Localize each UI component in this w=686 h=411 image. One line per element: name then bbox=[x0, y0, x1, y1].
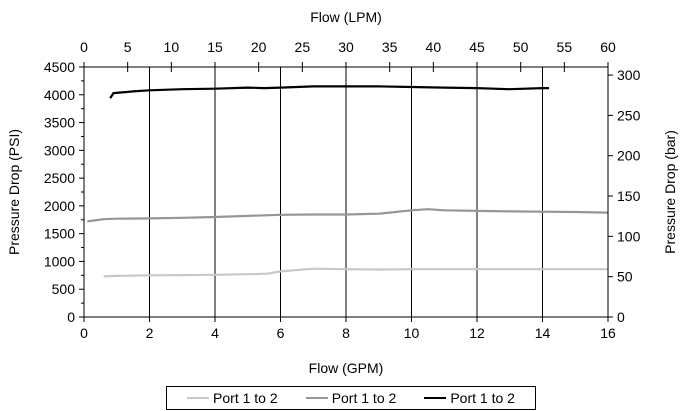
x-top-tick-label: 25 bbox=[295, 39, 311, 55]
legend-item: Port 1 to 2 bbox=[187, 390, 278, 406]
x-top-tick-label: 5 bbox=[124, 39, 132, 55]
grid-lines bbox=[83, 67, 609, 317]
legend-label: Port 1 to 2 bbox=[331, 390, 397, 406]
x-top-tick-label: 60 bbox=[600, 39, 616, 55]
x-axis-bottom-title: Flow (GPM) bbox=[309, 360, 384, 376]
axis-ticks: 0 2 4 6 8 10 12 14 160 5 10 15 20 25 30 35 40 45 50 55 60050… bbox=[44, 39, 641, 341]
legend-swatch bbox=[424, 397, 447, 399]
x-bottom-tick-label: 12 bbox=[469, 325, 485, 341]
y-left-tick-label: 1500 bbox=[44, 226, 75, 242]
y-right-tick-label: 50 bbox=[617, 269, 633, 285]
x-bottom-tick-label: 16 bbox=[600, 325, 616, 341]
x-bottom-tick-label: 4 bbox=[211, 325, 219, 341]
x-top-tick-label: 0 bbox=[80, 39, 88, 55]
y-left-tick-label: 500 bbox=[52, 281, 76, 297]
y-right-tick-label: 0 bbox=[617, 309, 625, 325]
x-top-tick-label: 45 bbox=[469, 39, 485, 55]
x-top-tick-label: 50 bbox=[513, 39, 529, 55]
x-top-tick-label: 35 bbox=[382, 39, 398, 55]
x-bottom-tick-label: 2 bbox=[146, 325, 154, 341]
y-right-tick-label: 300 bbox=[617, 67, 641, 83]
legend-swatch bbox=[187, 397, 210, 399]
y-left-tick-label: 2500 bbox=[44, 170, 75, 186]
legend-item: Port 1 to 2 bbox=[424, 390, 515, 406]
y-left-tick-label: 4500 bbox=[44, 59, 75, 75]
y-left-tick-label: 3000 bbox=[44, 142, 75, 158]
y-left-tick-label: 3500 bbox=[44, 115, 75, 131]
series-line-2 bbox=[87, 208, 609, 223]
x-bottom-tick-label: 10 bbox=[404, 325, 420, 341]
y-left-tick-label: 4000 bbox=[44, 87, 75, 103]
x-top-tick-label: 40 bbox=[426, 39, 442, 55]
y-axis-right-title: Pressure Drop (bar) bbox=[662, 130, 678, 254]
y-right-tick-label: 100 bbox=[617, 228, 641, 244]
legend: Port 1 to 2 Port 1 to 2 Port 1 to 2 bbox=[166, 386, 536, 410]
x-top-tick-label: 15 bbox=[207, 39, 223, 55]
y-left-tick-label: 1000 bbox=[44, 253, 75, 269]
y-right-tick-label: 250 bbox=[617, 107, 641, 123]
legend-label: Port 1 to 2 bbox=[450, 390, 515, 406]
x-bottom-tick-label: 6 bbox=[277, 325, 285, 341]
x-axis-top-title: Flow (LPM) bbox=[310, 9, 382, 25]
series-lines bbox=[87, 85, 609, 278]
legend-swatch bbox=[305, 397, 328, 399]
series-line-1 bbox=[103, 267, 608, 278]
y-right-tick-label: 200 bbox=[617, 148, 641, 164]
x-top-tick-label: 10 bbox=[164, 39, 180, 55]
y-left-tick-label: 2000 bbox=[44, 198, 75, 214]
x-top-tick-label: 20 bbox=[251, 39, 267, 55]
y-left-tick-label: 0 bbox=[67, 309, 75, 325]
x-bottom-tick-label: 14 bbox=[535, 325, 551, 341]
y-right-tick-label: 150 bbox=[617, 188, 641, 204]
y-axis-left-title: Pressure Drop (PSI) bbox=[6, 129, 22, 255]
x-top-tick-label: 30 bbox=[338, 39, 354, 55]
legend-item: Port 1 to 2 bbox=[305, 390, 397, 406]
x-top-tick-label: 55 bbox=[557, 39, 573, 55]
x-bottom-tick-label: 0 bbox=[80, 325, 88, 341]
chart-area: Flow (LPM) Flow (GPM) Pressure Drop (PSI… bbox=[6, 9, 678, 376]
legend-label: Port 1 to 2 bbox=[213, 390, 278, 406]
x-bottom-tick-label: 8 bbox=[342, 325, 350, 341]
series-line-3 bbox=[109, 85, 549, 99]
